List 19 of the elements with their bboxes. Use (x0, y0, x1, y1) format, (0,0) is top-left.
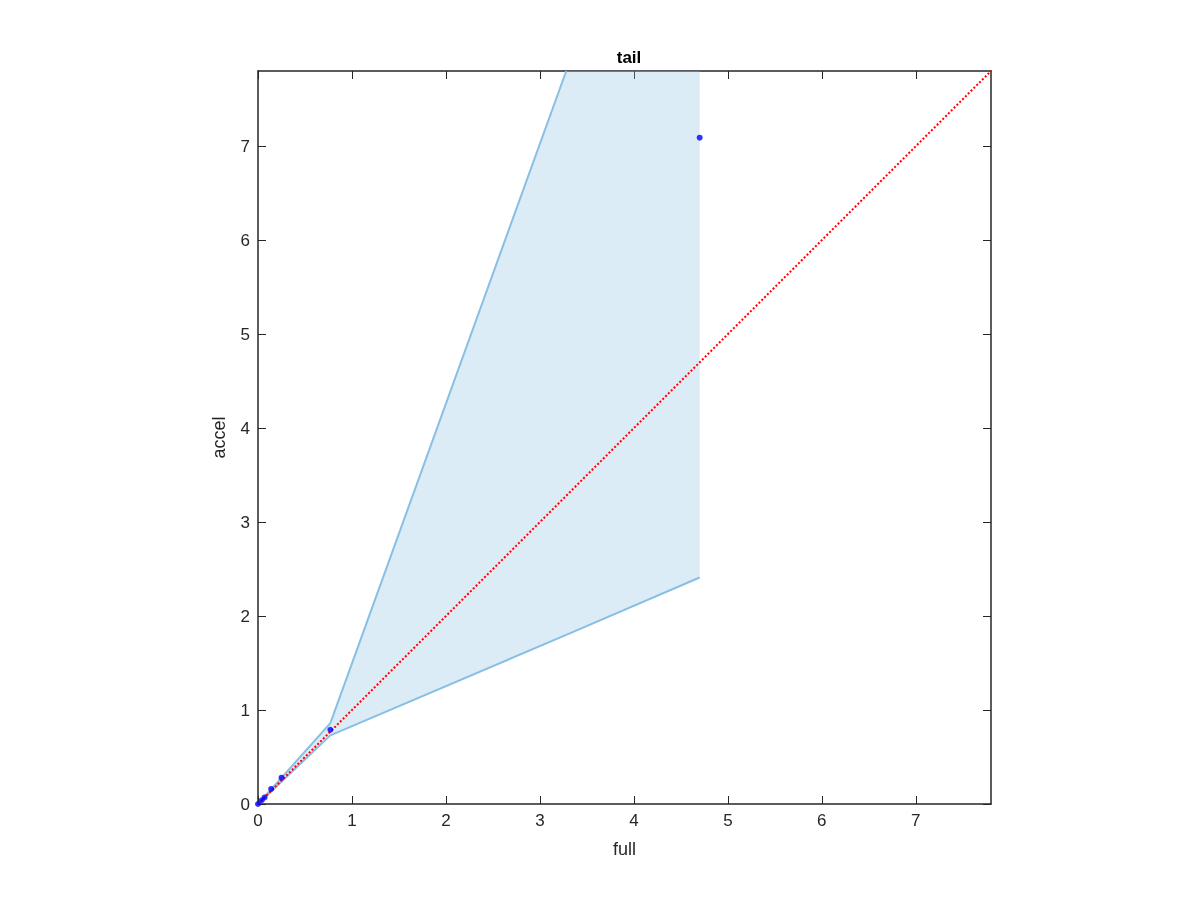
x-tick-label: 4 (629, 811, 639, 830)
x-tick-label: 5 (723, 811, 733, 830)
chart-title: tail (616, 48, 642, 67)
x-tick-label: 7 (911, 811, 921, 830)
x-axis-title: full (612, 839, 637, 859)
y-tick-label: 3 (240, 512, 250, 532)
y-tick-label: 6 (240, 230, 250, 250)
x-tick-label: 0 (253, 811, 263, 830)
y-tick-label: 5 (240, 324, 250, 344)
x-tick-label: 6 (817, 811, 827, 830)
y-tick-label: 2 (240, 606, 250, 626)
x-tick-label: 3 (535, 811, 545, 830)
y-tick-label: 1 (240, 700, 250, 720)
y-axis-title: accel (209, 416, 229, 459)
x-tick-label: 1 (347, 811, 357, 830)
y-tick-label: 7 (240, 136, 250, 156)
x-tick-label: 2 (441, 811, 451, 830)
y-tick-label: 0 (240, 794, 250, 814)
y-tick-label: 4 (240, 418, 250, 438)
